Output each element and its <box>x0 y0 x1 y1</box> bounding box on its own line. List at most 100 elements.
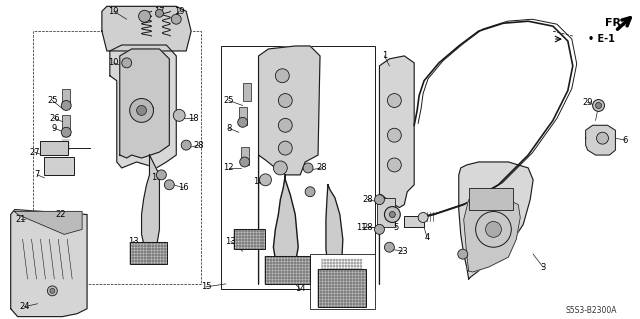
Text: 3: 3 <box>540 263 546 271</box>
Circle shape <box>260 174 271 186</box>
Bar <box>234 229 266 249</box>
Polygon shape <box>102 6 191 51</box>
Circle shape <box>237 117 248 127</box>
Circle shape <box>164 180 174 190</box>
Polygon shape <box>326 185 343 271</box>
Bar <box>266 256 310 284</box>
Text: FR.: FR. <box>605 18 626 28</box>
Text: 7: 7 <box>35 170 40 179</box>
Circle shape <box>275 69 289 83</box>
Text: 13: 13 <box>225 237 236 246</box>
Text: 29: 29 <box>582 98 593 107</box>
Text: 16: 16 <box>178 183 189 192</box>
Text: 19: 19 <box>174 7 184 16</box>
Text: 25: 25 <box>47 96 58 105</box>
Bar <box>378 198 396 227</box>
Text: 13: 13 <box>129 237 139 246</box>
Text: 1: 1 <box>382 51 387 60</box>
Circle shape <box>389 211 396 218</box>
Polygon shape <box>273 175 298 271</box>
Circle shape <box>172 14 181 24</box>
Bar <box>322 259 362 284</box>
Text: 20: 20 <box>144 106 155 115</box>
Text: 9: 9 <box>52 124 57 133</box>
Text: 26: 26 <box>49 114 60 123</box>
Circle shape <box>130 99 154 122</box>
Circle shape <box>418 212 428 222</box>
Text: 28: 28 <box>362 223 373 232</box>
Circle shape <box>593 100 605 111</box>
Circle shape <box>278 141 292 155</box>
Bar <box>62 115 70 135</box>
Text: 14: 14 <box>295 284 305 293</box>
Bar <box>33 31 201 284</box>
Circle shape <box>385 242 394 252</box>
Circle shape <box>374 195 385 204</box>
Circle shape <box>476 211 511 247</box>
Text: 19: 19 <box>109 7 119 16</box>
Polygon shape <box>586 125 616 155</box>
Polygon shape <box>110 45 176 168</box>
Text: 25: 25 <box>223 96 234 105</box>
Circle shape <box>387 93 401 108</box>
Text: 12: 12 <box>223 163 234 173</box>
Text: 2: 2 <box>362 296 367 305</box>
Bar <box>243 83 251 100</box>
Text: 6: 6 <box>623 136 628 145</box>
Bar <box>221 46 374 289</box>
Bar <box>404 216 424 227</box>
Circle shape <box>173 109 185 121</box>
Circle shape <box>278 93 292 108</box>
Text: 21: 21 <box>15 215 26 224</box>
Circle shape <box>486 221 501 237</box>
Text: 28: 28 <box>317 163 327 173</box>
Circle shape <box>385 207 400 222</box>
Bar <box>62 89 70 108</box>
Text: S5S3-B2300A: S5S3-B2300A <box>566 306 618 315</box>
Polygon shape <box>15 211 82 234</box>
Text: 24: 24 <box>19 302 30 311</box>
Polygon shape <box>459 162 533 279</box>
Circle shape <box>387 128 401 142</box>
Polygon shape <box>464 198 520 272</box>
Text: 10: 10 <box>151 173 162 182</box>
Bar <box>318 269 365 307</box>
Text: 15: 15 <box>201 282 211 291</box>
Text: 28: 28 <box>194 141 204 150</box>
Text: 22: 22 <box>55 210 65 219</box>
Bar <box>241 147 248 165</box>
Text: 5: 5 <box>394 223 399 232</box>
Circle shape <box>61 100 71 110</box>
Circle shape <box>273 161 287 175</box>
Text: 17: 17 <box>154 7 164 16</box>
Text: 23: 23 <box>397 247 408 256</box>
Circle shape <box>47 286 58 296</box>
Circle shape <box>305 187 315 197</box>
Polygon shape <box>380 56 414 284</box>
Text: 11: 11 <box>356 223 367 232</box>
Bar <box>40 141 68 155</box>
Text: 10: 10 <box>253 177 264 186</box>
Circle shape <box>387 158 401 172</box>
Circle shape <box>50 288 55 293</box>
Text: 28: 28 <box>362 195 373 204</box>
Circle shape <box>303 163 313 173</box>
Circle shape <box>156 9 163 17</box>
Circle shape <box>374 225 385 234</box>
Bar <box>239 108 246 125</box>
Circle shape <box>596 132 609 144</box>
Circle shape <box>156 170 166 180</box>
Text: 10: 10 <box>109 58 119 67</box>
Text: • E-1: • E-1 <box>588 34 614 44</box>
Text: 27: 27 <box>29 148 40 157</box>
Circle shape <box>139 10 150 22</box>
Circle shape <box>240 157 250 167</box>
Circle shape <box>458 249 468 259</box>
Text: 4: 4 <box>424 233 429 242</box>
Bar <box>468 188 513 210</box>
Circle shape <box>136 106 147 115</box>
Bar <box>310 254 374 309</box>
Polygon shape <box>259 46 320 284</box>
Polygon shape <box>11 210 87 317</box>
Polygon shape <box>120 49 170 158</box>
